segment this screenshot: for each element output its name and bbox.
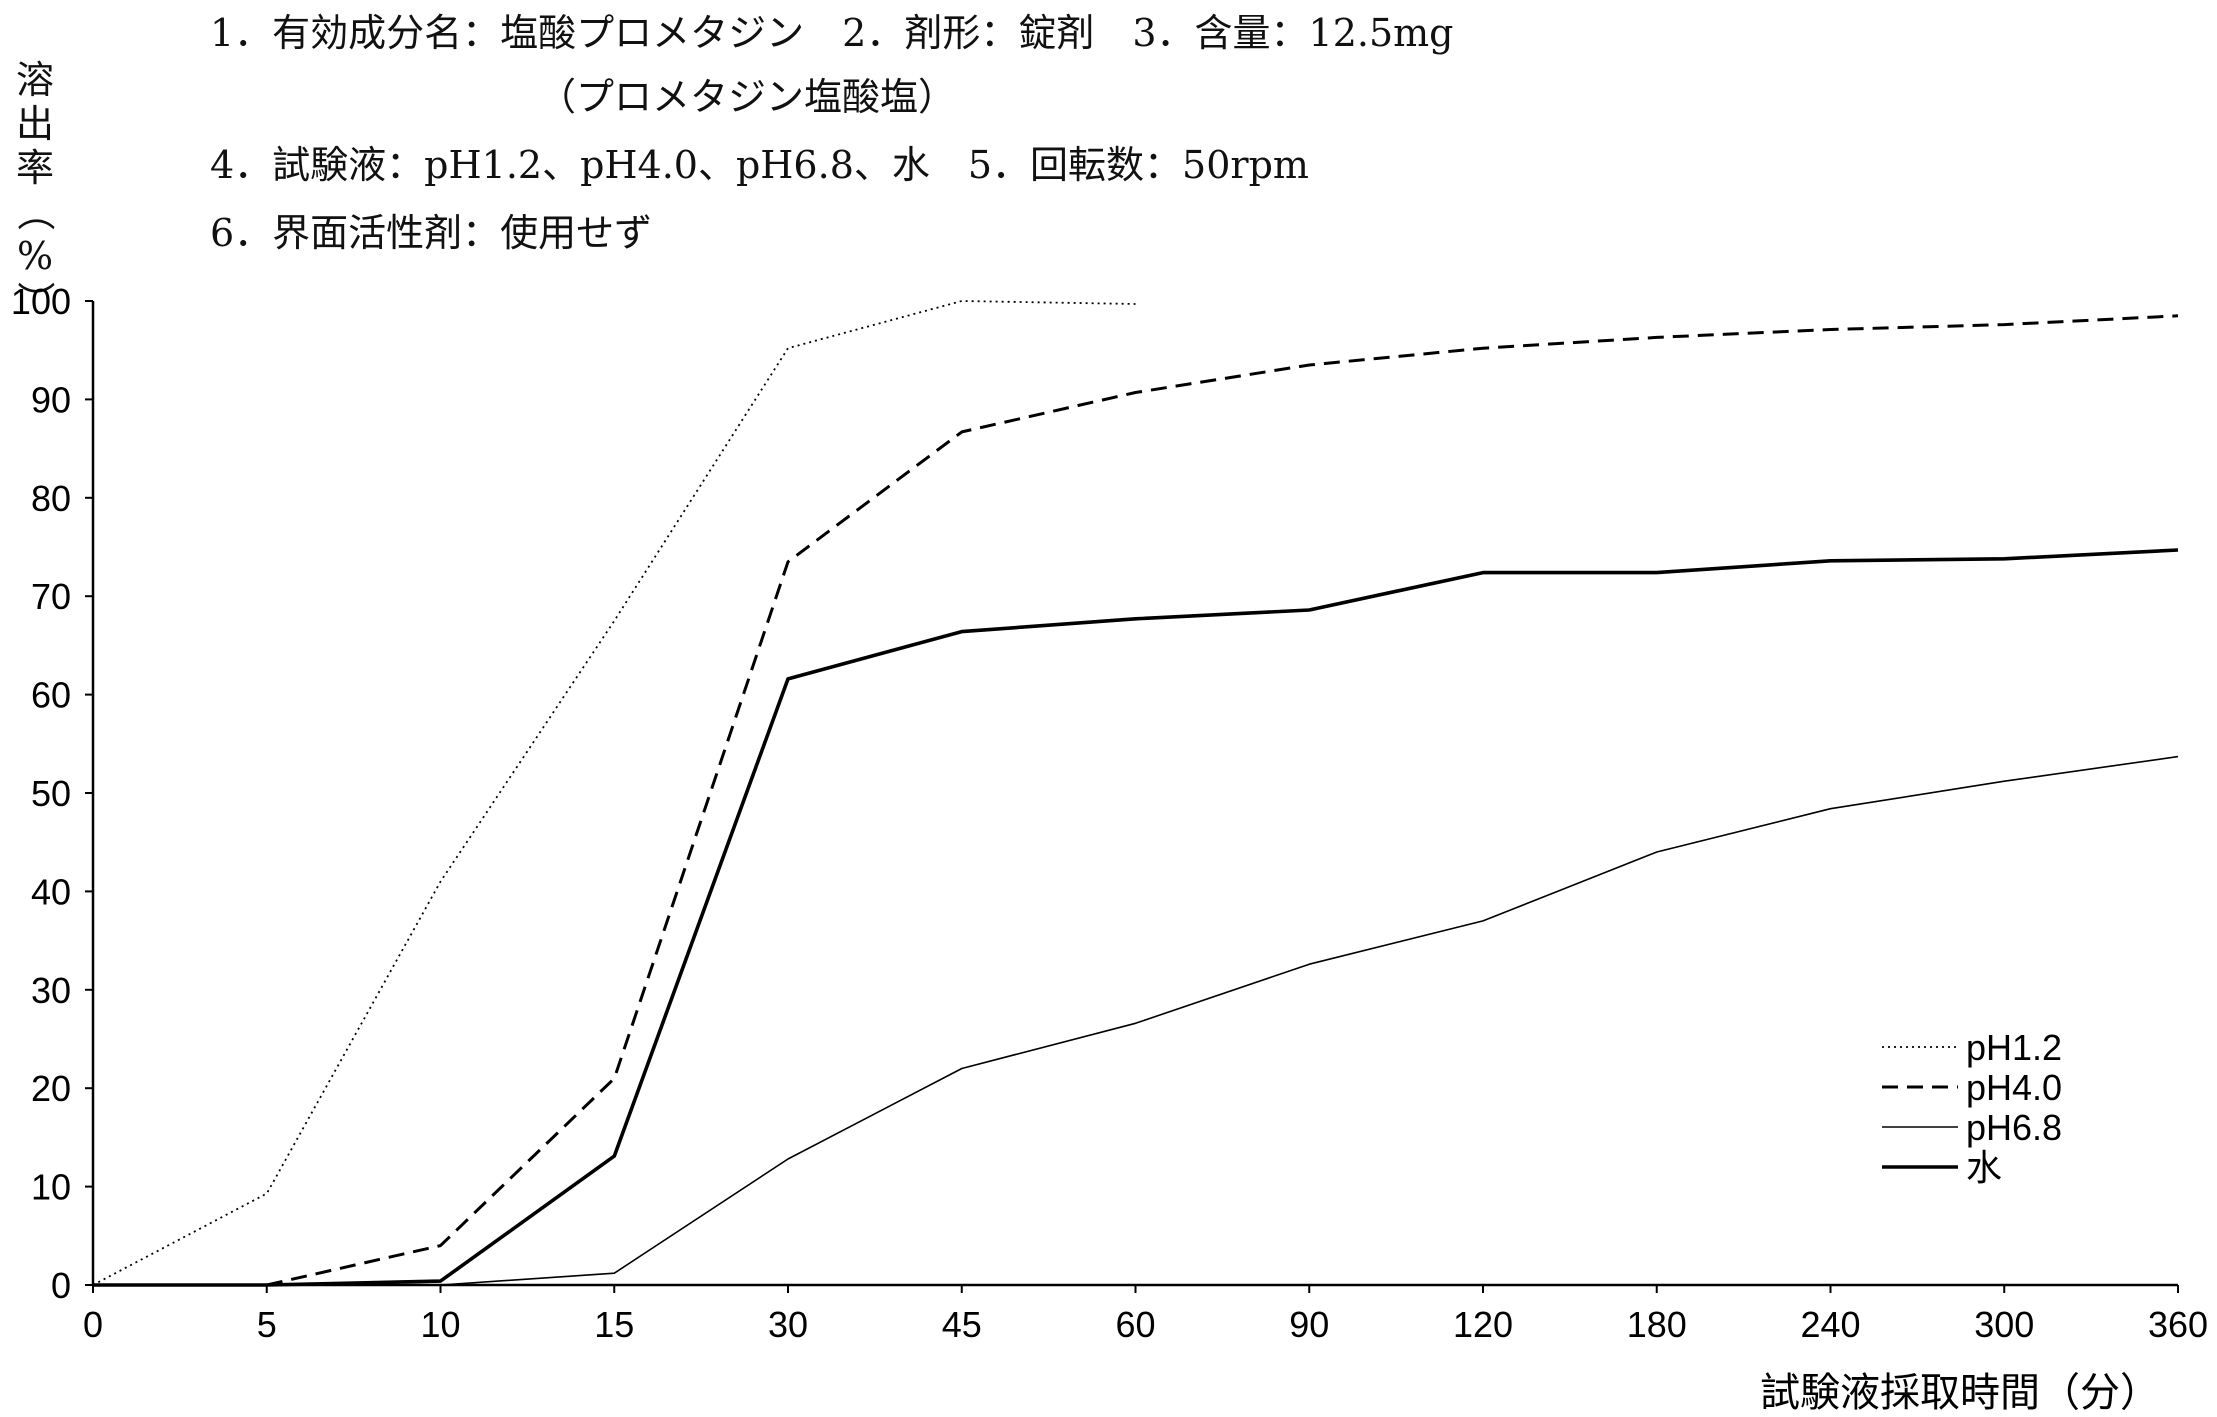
x-tick-label: 360 — [2148, 1304, 2208, 1345]
header-line-1: 1．有効成分名：塩酸プロメタジン 2．剤形：錠剤 3．含量：12.5mg — [210, 11, 1454, 55]
y-tick-label: 90 — [31, 379, 71, 420]
legend-label-2: pH4.0 — [1966, 1067, 2062, 1108]
legend-label-3: pH6.8 — [1966, 1107, 2062, 1148]
x-axis-label: 試験液採取時間（分） — [1760, 1370, 2160, 1416]
header-line-3: 6．界面活性剤：使用せず — [210, 211, 653, 255]
series-line-4 — [93, 548, 2179, 1287]
series-line-3 — [93, 755, 2179, 1286]
x-tick-label: 30 — [768, 1304, 808, 1345]
x-tick-label: 0 — [83, 1304, 103, 1345]
y-tick-label: 50 — [31, 773, 71, 814]
y-tick-label: 80 — [31, 478, 71, 519]
header-line-1b: （プロメタジン塩酸塩） — [538, 75, 957, 119]
y-tick-label: 10 — [31, 1167, 71, 1208]
x-tick-label: 240 — [1800, 1304, 1860, 1345]
y-axis-label: 溶出率（%） — [10, 58, 60, 322]
y-tick-label: 60 — [31, 675, 71, 716]
x-tick-label: 5 — [257, 1304, 277, 1345]
x-tick-label: 180 — [1627, 1304, 1687, 1345]
x-tick-label: 15 — [594, 1304, 634, 1345]
y-tick-label: 100 — [11, 281, 71, 322]
series-line-2 — [266, 314, 2179, 1287]
y-axis-label-char: 溶 — [15, 58, 54, 102]
y-tick-label: 20 — [31, 1068, 71, 1109]
x-tick-label: 45 — [942, 1304, 982, 1345]
x-tick-label: 300 — [1974, 1304, 2034, 1345]
y-tick-label: 0 — [51, 1265, 71, 1306]
x-tick-label: 120 — [1453, 1304, 1513, 1345]
axes: 0 10 20 30 40 50 60 70 80 90 100 0 5 10 15 30 45 60 90 120 1… — [11, 281, 2208, 1345]
x-tick-label: 90 — [1289, 1304, 1329, 1345]
y-axis-label-char: 率 — [15, 146, 54, 190]
x-tick-label: 60 — [1115, 1304, 1155, 1345]
y-axis-label-char: % — [16, 234, 54, 278]
series-layer — [92, 300, 2179, 1287]
y-axis-label-char: 出 — [15, 102, 54, 146]
y-tick-label: 30 — [31, 970, 71, 1011]
y-tick-label: 40 — [31, 871, 71, 912]
series-line-1 — [92, 300, 1136, 1286]
x-tick-label: 10 — [420, 1304, 460, 1345]
legend-label-4: 水 — [1966, 1147, 2002, 1188]
y-tick-label: 70 — [31, 576, 71, 617]
header-line-2: 4．試験液：pH1.2、pH4.0、pH6.8、水 5．回転数：50rpm — [210, 143, 1309, 187]
legend-label-1: pH1.2 — [1966, 1027, 2062, 1068]
